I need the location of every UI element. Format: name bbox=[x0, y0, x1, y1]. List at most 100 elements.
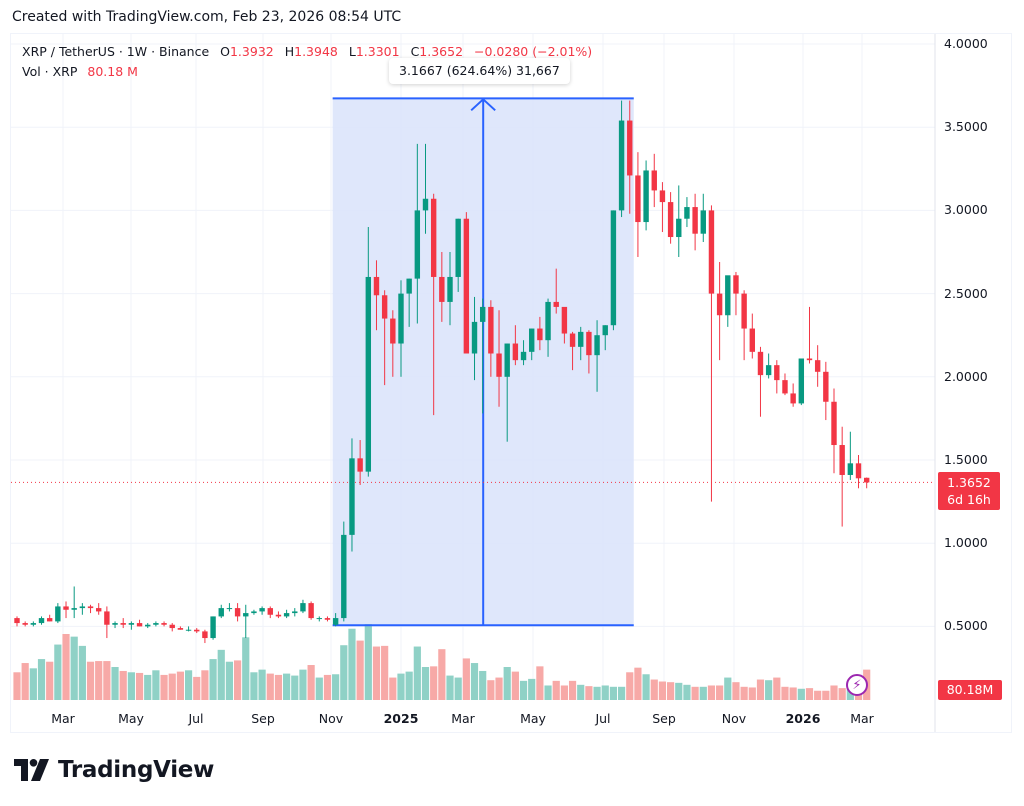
candle-body[interactable] bbox=[55, 606, 61, 622]
candle-body[interactable] bbox=[390, 318, 396, 344]
lightning-event-icon[interactable]: ⚡ bbox=[846, 674, 868, 696]
candle-body[interactable] bbox=[529, 328, 535, 352]
candle-body[interactable] bbox=[733, 275, 739, 294]
symbol-title[interactable]: XRP / TetherUS · 1W · Binance bbox=[22, 44, 210, 59]
candle-body[interactable] bbox=[71, 608, 77, 610]
candle-body[interactable] bbox=[774, 365, 780, 381]
candle-body[interactable] bbox=[757, 351, 764, 376]
candle-body[interactable] bbox=[96, 608, 102, 612]
candle-body[interactable] bbox=[112, 623, 118, 625]
candle-body[interactable] bbox=[537, 328, 543, 341]
chart-container[interactable] bbox=[10, 33, 1012, 733]
candle-body[interactable] bbox=[414, 210, 421, 279]
candle-body[interactable] bbox=[398, 293, 404, 344]
candle-body[interactable] bbox=[684, 207, 690, 219]
candle-body[interactable] bbox=[512, 343, 519, 361]
candle-body[interactable] bbox=[545, 301, 551, 341]
candle-body[interactable] bbox=[169, 624, 175, 629]
candle-body[interactable] bbox=[422, 198, 429, 211]
candle-body[interactable] bbox=[87, 606, 94, 609]
candle-body[interactable] bbox=[136, 623, 143, 627]
candle-body[interactable] bbox=[749, 328, 755, 352]
candle-body[interactable] bbox=[365, 276, 372, 472]
candle-body[interactable] bbox=[447, 276, 453, 302]
candle-body[interactable] bbox=[586, 331, 592, 356]
candle-body[interactable] bbox=[300, 603, 306, 612]
candle-body[interactable] bbox=[104, 611, 110, 625]
candle-body[interactable] bbox=[643, 170, 649, 223]
volume-label[interactable]: Vol · XRP bbox=[22, 64, 78, 79]
candle-body[interactable] bbox=[618, 120, 625, 211]
candle-body[interactable] bbox=[316, 618, 322, 620]
candle-body[interactable] bbox=[847, 463, 854, 475]
candle-body[interactable] bbox=[406, 278, 412, 294]
candle-body[interactable] bbox=[46, 618, 53, 622]
candle-body[interactable] bbox=[831, 401, 837, 446]
candle-body[interactable] bbox=[798, 358, 805, 404]
candle-body[interactable] bbox=[79, 606, 86, 609]
candle-body[interactable] bbox=[823, 371, 829, 402]
candle-body[interactable] bbox=[292, 611, 298, 614]
candle-body[interactable] bbox=[22, 623, 28, 625]
candle-body[interactable] bbox=[463, 218, 470, 354]
candle-body[interactable] bbox=[14, 618, 20, 624]
candle-body[interactable] bbox=[806, 358, 813, 361]
candle-body[interactable] bbox=[341, 534, 347, 619]
candle-body[interactable] bbox=[504, 343, 510, 377]
candle-body[interactable] bbox=[357, 458, 363, 472]
candle-body[interactable] bbox=[275, 614, 282, 617]
candle-body[interactable] bbox=[455, 218, 461, 277]
candle-body[interactable] bbox=[324, 618, 331, 620]
candle-body[interactable] bbox=[283, 613, 290, 617]
candle-body[interactable] bbox=[553, 301, 559, 307]
candle-body[interactable] bbox=[161, 623, 167, 625]
candle-body[interactable] bbox=[676, 218, 682, 238]
candle-body[interactable] bbox=[627, 120, 633, 176]
candle-body[interactable] bbox=[218, 608, 224, 617]
candle-body[interactable] bbox=[782, 380, 788, 394]
candle-body[interactable] bbox=[38, 618, 45, 624]
candle-body[interactable] bbox=[488, 306, 494, 354]
candle-body[interactable] bbox=[594, 335, 600, 356]
candle-body[interactable] bbox=[471, 321, 478, 354]
candle-body[interactable] bbox=[194, 629, 200, 632]
candle-body[interactable] bbox=[30, 623, 37, 625]
candle-body[interactable] bbox=[177, 628, 184, 630]
candle-body[interactable] bbox=[120, 623, 126, 625]
candle-body[interactable] bbox=[839, 445, 845, 475]
candle-body[interactable] bbox=[602, 325, 608, 336]
candle-body[interactable] bbox=[128, 623, 135, 625]
candle-body[interactable] bbox=[251, 611, 257, 614]
candle-body[interactable] bbox=[308, 603, 314, 619]
candle-body[interactable] bbox=[332, 618, 339, 625]
candle-body[interactable] bbox=[700, 210, 706, 234]
candle-body[interactable] bbox=[659, 190, 666, 203]
candle-body[interactable] bbox=[725, 275, 731, 316]
candle-body[interactable] bbox=[373, 276, 380, 296]
candle-body[interactable] bbox=[226, 608, 233, 610]
candle-body[interactable] bbox=[716, 293, 723, 316]
candle-body[interactable] bbox=[765, 365, 772, 376]
candle-body[interactable] bbox=[63, 606, 69, 610]
candle-body[interactable] bbox=[708, 210, 715, 294]
candle-body[interactable] bbox=[855, 463, 862, 479]
candle-body[interactable] bbox=[234, 608, 241, 617]
candle-body[interactable] bbox=[439, 276, 445, 302]
candle-body[interactable] bbox=[267, 608, 273, 615]
candle-body[interactable] bbox=[635, 175, 641, 223]
candle-body[interactable] bbox=[479, 306, 486, 322]
candle-body[interactable] bbox=[814, 360, 821, 372]
candle-body[interactable] bbox=[185, 629, 192, 631]
candle-body[interactable] bbox=[561, 306, 568, 334]
candle-body[interactable] bbox=[259, 608, 265, 612]
candle-body[interactable] bbox=[243, 613, 249, 617]
candle-body[interactable] bbox=[520, 351, 527, 361]
candle-body[interactable] bbox=[349, 458, 355, 535]
candle-body[interactable] bbox=[496, 353, 502, 377]
candle-body[interactable] bbox=[145, 624, 151, 627]
candle-body[interactable] bbox=[202, 631, 208, 639]
candle-body[interactable] bbox=[610, 210, 617, 326]
candle-body[interactable] bbox=[578, 331, 584, 347]
candle-body[interactable] bbox=[651, 170, 657, 191]
